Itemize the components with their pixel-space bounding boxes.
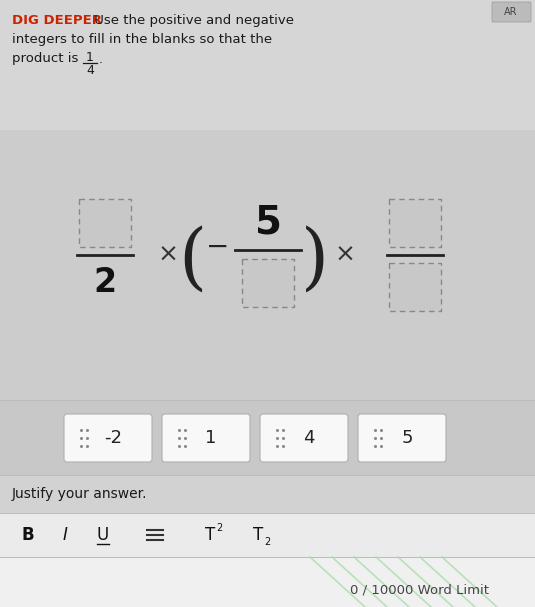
Bar bbox=[0, 557, 535, 607]
Text: AR: AR bbox=[505, 7, 518, 17]
Text: ): ) bbox=[301, 225, 329, 295]
Bar bbox=[0, 475, 535, 513]
Text: (: ( bbox=[178, 225, 206, 295]
FancyBboxPatch shape bbox=[162, 414, 250, 462]
Bar bbox=[389, 199, 441, 247]
Text: T: T bbox=[205, 526, 215, 544]
Bar bbox=[242, 259, 294, 307]
Text: ×: × bbox=[157, 243, 179, 267]
Text: 4: 4 bbox=[86, 64, 94, 77]
Text: ×: × bbox=[334, 243, 355, 267]
Text: T: T bbox=[253, 526, 263, 544]
Text: DIG DEEPER: DIG DEEPER bbox=[12, 14, 102, 27]
FancyBboxPatch shape bbox=[260, 414, 348, 462]
Text: U: U bbox=[97, 526, 109, 544]
Bar bbox=[389, 263, 441, 311]
Bar bbox=[0, 513, 535, 557]
FancyBboxPatch shape bbox=[492, 2, 531, 22]
Text: 4: 4 bbox=[303, 429, 315, 447]
Text: 5: 5 bbox=[255, 204, 281, 242]
Bar bbox=[0, 400, 535, 475]
Text: 0 / 10000 Word Limit: 0 / 10000 Word Limit bbox=[350, 583, 490, 597]
Text: I: I bbox=[63, 526, 67, 544]
Text: 2: 2 bbox=[216, 523, 222, 533]
Text: Use the positive and negative: Use the positive and negative bbox=[90, 14, 294, 27]
Text: 2: 2 bbox=[94, 266, 117, 299]
FancyBboxPatch shape bbox=[64, 414, 152, 462]
Text: .: . bbox=[99, 53, 103, 66]
Text: 1: 1 bbox=[86, 51, 94, 64]
FancyBboxPatch shape bbox=[358, 414, 446, 462]
Text: product is: product is bbox=[12, 52, 78, 65]
Text: integers to fill in the blanks so that the: integers to fill in the blanks so that t… bbox=[12, 33, 272, 46]
Text: 2: 2 bbox=[264, 537, 270, 547]
Bar bbox=[0, 0, 535, 130]
Text: −: − bbox=[207, 233, 230, 261]
Text: B: B bbox=[22, 526, 34, 544]
Text: 5: 5 bbox=[401, 429, 412, 447]
Bar bbox=[79, 199, 131, 247]
Text: 1: 1 bbox=[205, 429, 217, 447]
Text: -2: -2 bbox=[104, 429, 122, 447]
Bar bbox=[0, 130, 535, 400]
Text: Justify your answer.: Justify your answer. bbox=[12, 487, 148, 501]
